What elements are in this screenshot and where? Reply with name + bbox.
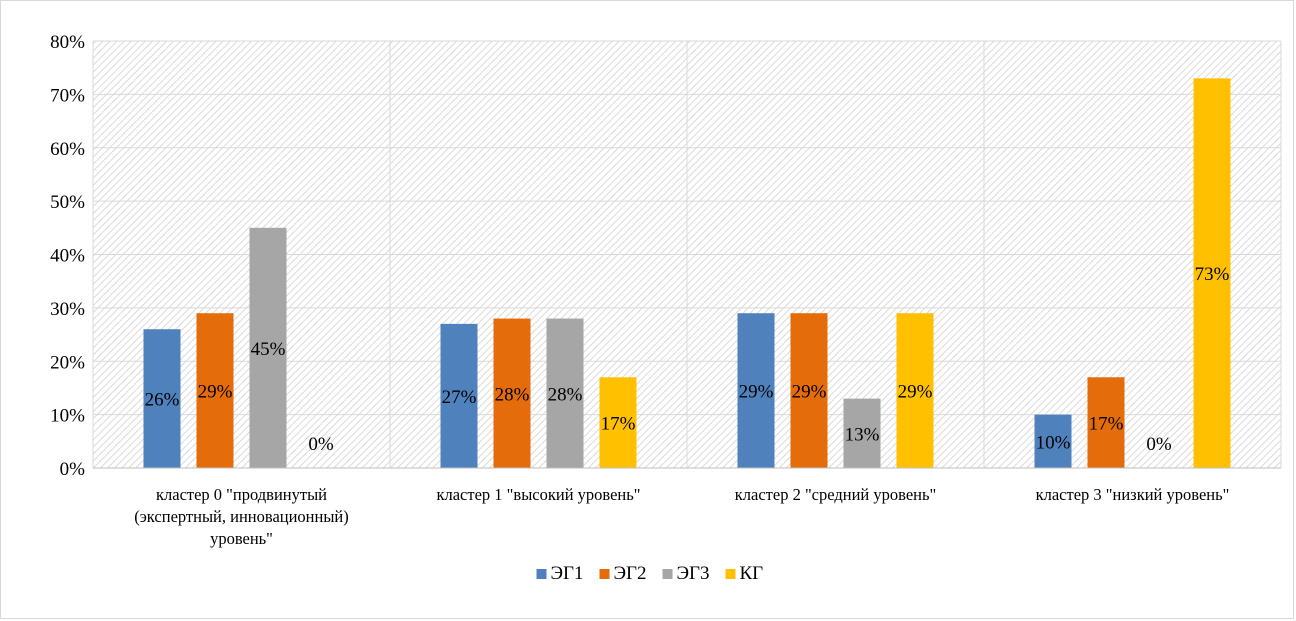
legend-item: КГ — [725, 563, 764, 584]
y-tick-label: 60% — [50, 139, 85, 160]
data-label: 17% — [1089, 414, 1124, 435]
y-tick-label: 40% — [50, 246, 85, 267]
bar — [1087, 377, 1125, 468]
legend-item: ЭГ3 — [662, 563, 710, 584]
data-label: 28% — [495, 384, 530, 405]
legend-swatch — [725, 569, 736, 579]
bar — [599, 377, 637, 468]
data-label: 0% — [308, 434, 334, 455]
bar — [493, 318, 531, 468]
data-label: 45% — [251, 339, 286, 360]
data-label: 29% — [739, 382, 774, 403]
y-tick-label: 30% — [50, 299, 85, 320]
bar — [143, 329, 181, 468]
bar — [843, 398, 881, 468]
data-label: 27% — [442, 387, 477, 408]
bar — [896, 313, 934, 468]
y-tick-label: 20% — [50, 352, 85, 373]
legend-swatch — [662, 569, 673, 579]
legend-label: ЭГ3 — [677, 563, 710, 584]
data-label: 28% — [548, 384, 583, 405]
y-tick-label: 80% — [50, 32, 85, 53]
data-label: 73% — [1195, 264, 1230, 285]
bar — [1193, 78, 1231, 469]
data-label: 0% — [1146, 434, 1172, 455]
bar — [249, 227, 287, 468]
bar — [546, 318, 584, 468]
legend-swatch — [536, 569, 547, 579]
y-tick-label: 10% — [50, 406, 85, 427]
category-label: кластер 3 "низкий уровень" — [1036, 485, 1230, 504]
category-label: кластер 2 "средний уровень" — [735, 485, 936, 504]
bar — [790, 313, 828, 468]
legend-swatch — [599, 569, 610, 579]
data-label: 29% — [792, 382, 827, 403]
legend-item: ЭГ1 — [536, 563, 584, 584]
legend-label: КГ — [740, 563, 764, 584]
data-label: 29% — [198, 382, 233, 403]
y-tick-label: 70% — [50, 85, 85, 106]
y-tick-label: 50% — [50, 192, 85, 213]
legend-label: ЭГ1 — [551, 563, 584, 584]
data-label: 10% — [1036, 432, 1071, 453]
bar — [737, 313, 775, 468]
legend-item: ЭГ2 — [599, 563, 647, 584]
data-label: 26% — [145, 390, 180, 411]
y-tick-label: 0% — [60, 459, 86, 480]
data-label: 29% — [898, 382, 933, 403]
bar — [440, 323, 478, 468]
bar — [196, 313, 234, 468]
category-label: кластер 0 "продвинутый (экспертный, иннов… — [134, 485, 349, 548]
category-label: кластер 1 "высокий уровень" — [436, 485, 640, 504]
legend-label: ЭГ2 — [614, 563, 647, 584]
data-label: 17% — [601, 414, 636, 435]
bar — [1034, 414, 1072, 468]
data-label: 13% — [845, 424, 880, 445]
